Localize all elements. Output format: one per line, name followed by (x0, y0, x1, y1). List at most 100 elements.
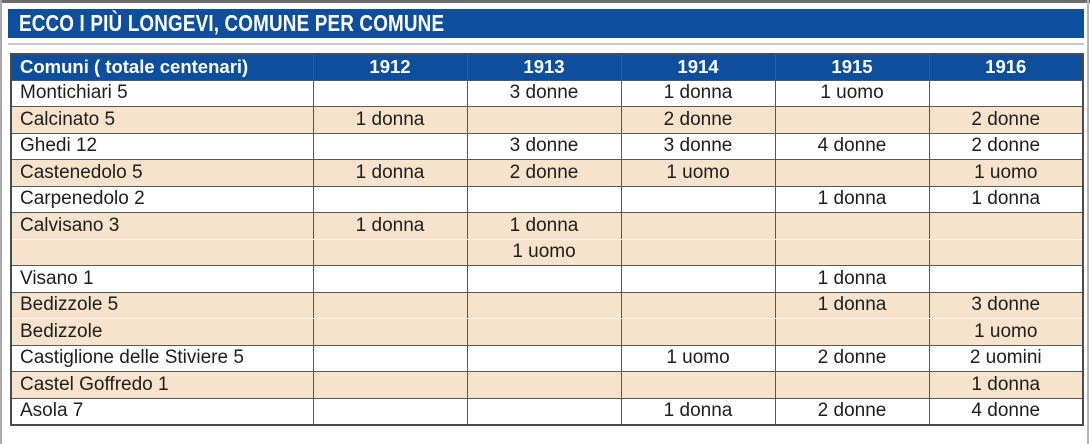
count-cell (928, 79, 1084, 107)
right-rule (1087, 0, 1089, 444)
count-cell (312, 397, 468, 425)
count-cell: 3 donne (466, 132, 622, 160)
count-cell (466, 265, 622, 293)
count-cell (312, 238, 468, 266)
comune-cell: Montichiari 5 (10, 79, 314, 107)
count-cell: 1 donna (620, 79, 776, 107)
count-cell: 4 donne (928, 397, 1084, 425)
count-cell (620, 291, 776, 319)
comune-cell: Bedizzole (10, 318, 314, 346)
comune-cell: Castenedolo 5 (10, 159, 314, 187)
count-cell (466, 106, 622, 134)
count-cell: 1 donna (928, 371, 1084, 399)
count-cell: 2 donne (774, 344, 930, 372)
table-header: Comuni ( totale centenari) 1912 1913 191… (10, 53, 1084, 81)
count-cell (466, 291, 622, 319)
count-cell: 1 donna (466, 212, 622, 240)
table-row: Asola 7 1 donna 2 donne 4 donne (10, 397, 1084, 425)
table-row: Bedizzole 5 1 donna 3 donne (10, 291, 1084, 319)
count-cell (466, 344, 622, 372)
title-bar: ECCO I PIÙ LONGEVI, COMUNE PER COMUNE (8, 9, 1084, 38)
count-cell (312, 291, 468, 319)
count-cell: 2 donne (466, 159, 622, 187)
count-cell (312, 265, 468, 293)
count-cell (620, 265, 776, 293)
count-cell (620, 318, 776, 346)
count-cell: 1 donna (312, 159, 468, 187)
table-row: 1 uomo (10, 238, 1084, 266)
count-cell: 1 uomo (928, 318, 1084, 346)
comune-cell (10, 238, 314, 266)
comune-cell: Asola 7 (10, 397, 314, 425)
count-cell: 2 donne (928, 106, 1084, 134)
count-cell (466, 185, 622, 213)
page-title: ECCO I PIÙ LONGEVI, COMUNE PER COMUNE (19, 10, 445, 36)
count-cell: 3 donne (466, 79, 622, 107)
count-cell: 2 donne (774, 397, 930, 425)
comune-cell: Visano 1 (10, 265, 314, 293)
count-cell (466, 397, 622, 425)
top-rule (0, 0, 1090, 3)
left-rule (0, 0, 2, 444)
count-cell: 1 uomo (774, 79, 930, 107)
count-cell: 1 donna (774, 265, 930, 293)
count-cell (466, 371, 622, 399)
count-cell: 3 donne (620, 132, 776, 160)
count-cell (774, 238, 930, 266)
comune-cell: Calvisano 3 (10, 212, 314, 240)
count-cell: 2 donne (928, 132, 1084, 160)
table-row: Bedizzole 1 uomo (10, 318, 1084, 346)
count-cell (774, 159, 930, 187)
count-cell: 1 uomo (620, 344, 776, 372)
comune-cell: Castel Goffredo 1 (10, 371, 314, 399)
count-cell: 2 uomini (928, 344, 1084, 372)
count-cell: 3 donne (928, 291, 1084, 319)
count-cell (928, 265, 1084, 293)
table-row: Carpenedolo 2 1 donna 1 donna (10, 185, 1084, 213)
count-cell (312, 185, 468, 213)
header-year-1915: 1915 (774, 53, 930, 81)
count-cell: 1 uomo (620, 159, 776, 187)
comune-cell: Ghedi 12 (10, 132, 314, 160)
count-cell (312, 371, 468, 399)
header-year-1916: 1916 (928, 53, 1084, 81)
header-year-1912: 1912 (312, 53, 468, 81)
count-cell: 1 donna (620, 397, 776, 425)
count-cell: 1 uomo (466, 238, 622, 266)
header-row: Comuni ( totale centenari) 1912 1913 191… (10, 53, 1084, 81)
count-cell: 1 donna (774, 185, 930, 213)
count-cell (774, 371, 930, 399)
table-row: Ghedi 12 3 donne 3 donne 4 donne 2 donne (10, 132, 1084, 160)
table-row: Montichiari 5 3 donne 1 donna 1 uomo (10, 79, 1084, 107)
count-cell (774, 212, 930, 240)
count-cell (774, 318, 930, 346)
header-year-1913: 1913 (466, 53, 622, 81)
comune-cell: Bedizzole 5 (10, 291, 314, 319)
count-cell (620, 212, 776, 240)
comune-cell: Castiglione delle Stiviere 5 (10, 344, 314, 372)
count-cell: 1 donna (928, 185, 1084, 213)
count-cell (620, 238, 776, 266)
title-bar-shadow (8, 43, 1084, 45)
count-cell (774, 106, 930, 134)
count-cell: 2 donne (620, 106, 776, 134)
comune-cell: Calcinato 5 (10, 106, 314, 134)
count-cell: 1 donna (312, 106, 468, 134)
count-cell (466, 318, 622, 346)
header-comuni: Comuni ( totale centenari) (10, 53, 314, 81)
comune-cell: Carpenedolo 2 (10, 185, 314, 213)
header-year-1914: 1914 (620, 53, 776, 81)
count-cell (620, 185, 776, 213)
count-cell: 1 donna (774, 291, 930, 319)
table-row: Castiglione delle Stiviere 5 1 uomo 2 donn… (10, 344, 1084, 372)
count-cell (312, 318, 468, 346)
count-cell (312, 344, 468, 372)
count-cell (312, 132, 468, 160)
count-cell (928, 212, 1084, 240)
table-row: Castel Goffredo 1 1 donna (10, 371, 1084, 399)
count-cell: 4 donne (774, 132, 930, 160)
